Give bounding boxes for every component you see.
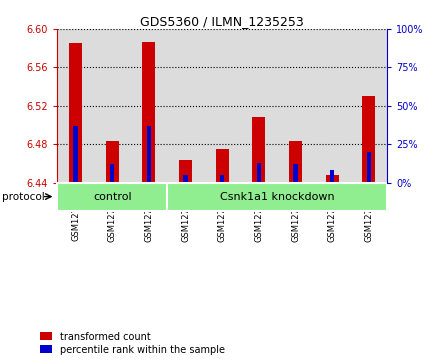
Bar [330, 170, 334, 183]
Bar [289, 141, 302, 183]
Bar [216, 149, 229, 183]
Bar [73, 126, 78, 183]
Bar [241, 29, 277, 183]
Bar [131, 29, 167, 183]
Bar [179, 160, 192, 183]
Bar [257, 163, 261, 183]
Bar [167, 183, 387, 211]
Text: control: control [93, 192, 132, 201]
Bar [253, 117, 265, 183]
Bar [94, 29, 131, 183]
Bar [69, 44, 82, 183]
Bar [183, 175, 188, 183]
Bar [57, 29, 94, 183]
Text: protocol: protocol [2, 192, 45, 201]
Bar [110, 164, 114, 183]
Bar [363, 96, 375, 183]
Bar [143, 42, 155, 183]
Bar [293, 164, 298, 183]
Bar [106, 141, 119, 183]
Title: GDS5360 / ILMN_1235253: GDS5360 / ILMN_1235253 [140, 15, 304, 28]
Bar [57, 183, 167, 211]
Bar [167, 29, 204, 183]
Text: Csnk1a1 knockdown: Csnk1a1 knockdown [220, 192, 334, 201]
Legend: transformed count, percentile rank within the sample: transformed count, percentile rank withi… [40, 331, 224, 355]
Bar [367, 152, 371, 183]
Bar [351, 29, 387, 183]
Bar [204, 29, 241, 183]
Bar [326, 175, 339, 183]
Bar [220, 175, 224, 183]
Bar [277, 29, 314, 183]
Bar [147, 126, 151, 183]
Bar [314, 29, 351, 183]
